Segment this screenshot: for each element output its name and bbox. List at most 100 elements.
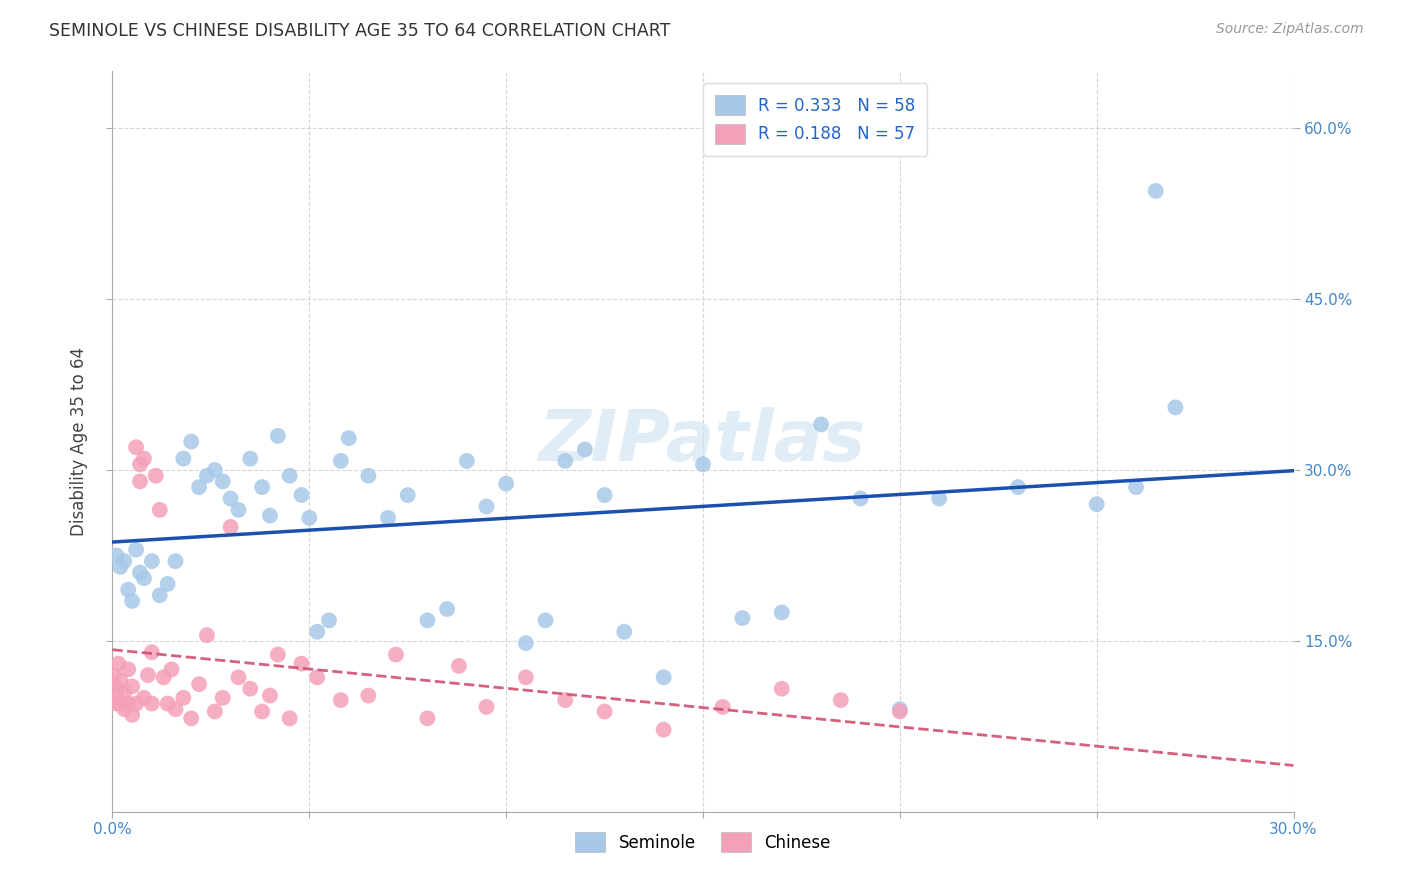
Point: [652, 723, 675, 737]
Point: [278, 468, 301, 483]
Point: [125, 542, 148, 557]
Point: [475, 700, 498, 714]
Point: [1164, 401, 1187, 415]
Point: [1085, 497, 1108, 511]
Point: [172, 690, 194, 705]
Point: [475, 500, 498, 514]
Point: [149, 588, 172, 602]
Point: [125, 440, 148, 454]
Point: [329, 693, 352, 707]
Point: [121, 707, 143, 722]
Point: [195, 628, 218, 642]
Point: [593, 705, 616, 719]
Point: [357, 468, 380, 483]
Point: [129, 458, 152, 472]
Legend: Seminole, Chinese: Seminole, Chinese: [569, 825, 837, 859]
Point: [307, 624, 329, 639]
Point: [1007, 480, 1029, 494]
Point: [357, 689, 380, 703]
Point: [105, 549, 128, 563]
Point: [889, 702, 911, 716]
Point: [180, 711, 202, 725]
Point: [188, 480, 211, 494]
Point: [810, 417, 832, 432]
Point: [110, 673, 132, 688]
Point: [129, 475, 152, 489]
Point: [141, 645, 163, 659]
Point: [290, 488, 312, 502]
Point: [103, 668, 125, 682]
Point: [385, 648, 408, 662]
Point: [204, 705, 226, 719]
Point: [211, 475, 233, 489]
Point: [1125, 480, 1147, 494]
Point: [731, 611, 754, 625]
Text: Source: ZipAtlas.com: Source: ZipAtlas.com: [1216, 22, 1364, 37]
Point: [447, 659, 470, 673]
Point: [112, 702, 135, 716]
Text: SEMINOLE VS CHINESE DISABILITY AGE 35 TO 64 CORRELATION CHART: SEMINOLE VS CHINESE DISABILITY AGE 35 TO…: [49, 22, 671, 40]
Point: [298, 511, 321, 525]
Point: [770, 606, 793, 620]
Point: [152, 670, 174, 684]
Point: [121, 680, 143, 694]
Point: [132, 690, 155, 705]
Point: [141, 554, 163, 568]
Point: [259, 508, 281, 523]
Point: [107, 657, 129, 671]
Point: [613, 624, 636, 639]
Point: [195, 468, 218, 483]
Point: [554, 693, 576, 707]
Point: [156, 697, 179, 711]
Point: [103, 680, 125, 694]
Point: [112, 685, 135, 699]
Point: [141, 697, 163, 711]
Point: [219, 491, 242, 506]
Point: [711, 700, 734, 714]
Point: [180, 434, 202, 449]
Point: [112, 554, 135, 568]
Point: [117, 582, 139, 597]
Point: [204, 463, 226, 477]
Point: [337, 431, 360, 445]
Point: [329, 454, 352, 468]
Point: [121, 594, 143, 608]
Point: [515, 670, 537, 684]
Point: [692, 458, 714, 472]
Point: [554, 454, 576, 468]
Point: [290, 657, 312, 671]
Point: [515, 636, 537, 650]
Point: [259, 689, 281, 703]
Point: [156, 577, 179, 591]
Point: [149, 503, 172, 517]
Point: [495, 476, 517, 491]
Point: [318, 613, 340, 627]
Point: [574, 442, 596, 457]
Point: [132, 451, 155, 466]
Point: [928, 491, 950, 506]
Point: [456, 454, 478, 468]
Point: [211, 690, 233, 705]
Point: [136, 668, 159, 682]
Point: [396, 488, 419, 502]
Point: [105, 685, 128, 699]
Point: [436, 602, 458, 616]
Point: [117, 697, 139, 711]
Point: [165, 702, 187, 716]
Point: [129, 566, 152, 580]
Point: [267, 648, 290, 662]
Point: [110, 697, 132, 711]
Point: [830, 693, 852, 707]
Point: [188, 677, 211, 691]
Point: [652, 670, 675, 684]
Point: [219, 520, 242, 534]
Point: [145, 468, 167, 483]
Point: [125, 697, 148, 711]
Point: [239, 451, 262, 466]
Point: [160, 662, 183, 676]
Point: [228, 503, 250, 517]
Point: [165, 554, 187, 568]
Point: [105, 697, 128, 711]
Point: [239, 681, 262, 696]
Point: [1144, 184, 1167, 198]
